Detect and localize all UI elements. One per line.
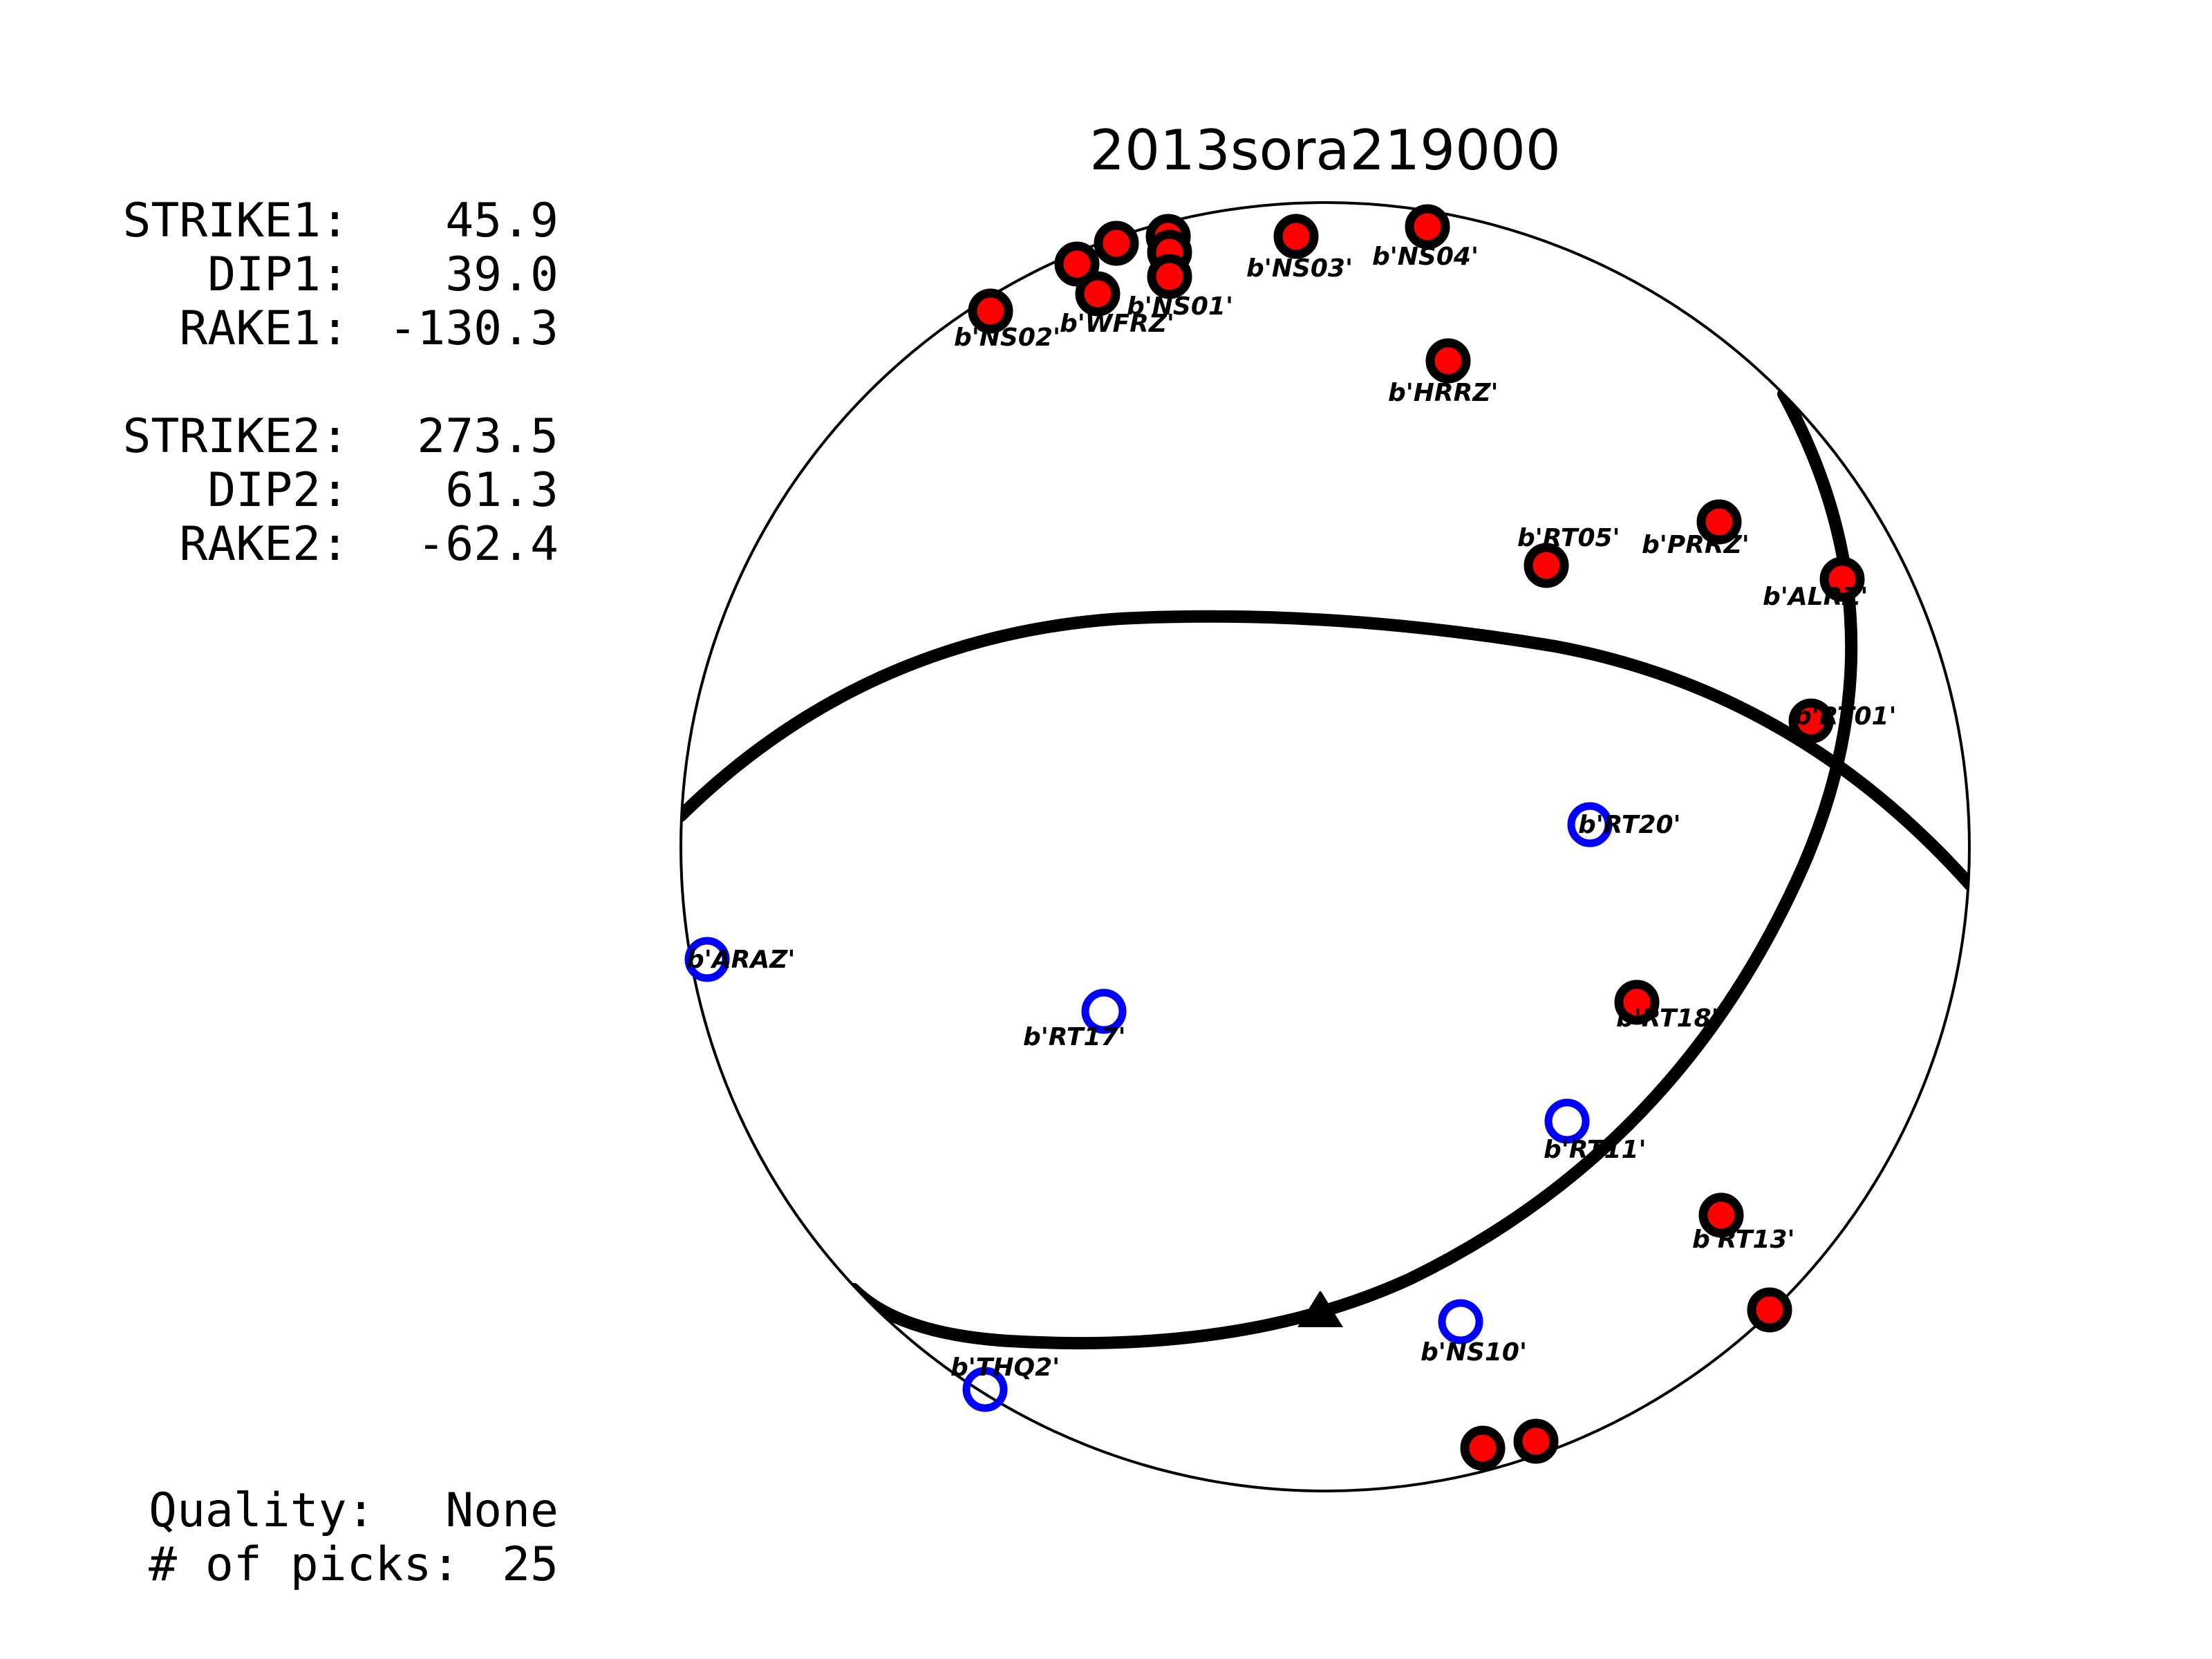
station-marker bbox=[1094, 221, 1139, 266]
station-rt20-label: b'RT20' bbox=[1578, 811, 1681, 839]
station-rt17-label: b'RT17' bbox=[1023, 1023, 1126, 1051]
station-rt11-label: b'RT11' bbox=[1544, 1136, 1647, 1164]
figure-title: 2013sora219000 bbox=[1089, 118, 1561, 182]
station-ns10-marker bbox=[1438, 1299, 1483, 1344]
pressure-axis-marker bbox=[1297, 1291, 1343, 1327]
station-rt11-marker bbox=[1544, 1098, 1590, 1144]
station-thq2-label: b'THQ2' bbox=[950, 1353, 1060, 1382]
station-rt20-marker bbox=[1567, 802, 1613, 847]
station-araz-marker bbox=[684, 937, 730, 982]
station-ns10-label: b'NS10' bbox=[1421, 1338, 1527, 1367]
dip1-value: 39.0 bbox=[445, 247, 559, 302]
strike1-value: 45.9 bbox=[445, 194, 559, 248]
station-rt13-label: b'RT13' bbox=[1692, 1226, 1795, 1254]
stereonet: b'NS02' b'WFRZ' b'NS01' b'NS03' b'NS04' … bbox=[679, 201, 1971, 1492]
station-wfrz-marker bbox=[1075, 271, 1121, 317]
quality-block: Quality: None # of picks: 25 bbox=[149, 1483, 559, 1592]
station-alrz-label: b'ALRZ' bbox=[1763, 583, 1868, 611]
station-marker bbox=[1513, 1418, 1559, 1464]
rake2-value: -62.4 bbox=[417, 517, 559, 572]
stereonet-outline bbox=[679, 201, 1971, 1492]
station-prrz-marker bbox=[1696, 499, 1742, 545]
quality-label: Quality: bbox=[149, 1483, 375, 1538]
station-ns02-label: b'NS02' bbox=[954, 324, 1060, 352]
station-alrz-marker bbox=[1819, 556, 1865, 602]
strike2-label: STRIKE2: bbox=[122, 409, 349, 464]
station-rt05-marker bbox=[1524, 543, 1569, 588]
nodal-plane-1 bbox=[847, 388, 1858, 1350]
station-ns03-label: b'NS03' bbox=[1246, 254, 1353, 283]
station-marker bbox=[1460, 1425, 1506, 1471]
picks-label: # of picks: bbox=[149, 1537, 460, 1592]
strike1-label: STRIKE1: bbox=[122, 194, 349, 248]
station-thq2-marker bbox=[962, 1367, 1008, 1412]
dip2-value: 61.3 bbox=[445, 463, 559, 518]
station-rt01-marker bbox=[1788, 698, 1834, 744]
station-rt01-label: b'RT01' bbox=[1794, 702, 1897, 731]
station-rt18-marker bbox=[1614, 980, 1660, 1025]
station-araz-label: b'ARAZ' bbox=[686, 946, 795, 974]
station-marker bbox=[1747, 1287, 1792, 1333]
station-rt05-label: b'RT05' bbox=[1517, 524, 1620, 552]
parameter-block: STRIKE1: 45.9 DIP1: 39.0 RAKE1: -130.3 S… bbox=[122, 194, 559, 572]
station-wfrz-label: b'WFRZ' bbox=[1060, 310, 1174, 338]
station-labels: b'NS02' b'WFRZ' b'NS01' b'NS03' b'NS04' … bbox=[686, 243, 1897, 1382]
rake2-label: RAKE2: bbox=[179, 517, 349, 572]
quality-value: None bbox=[445, 1483, 559, 1538]
station-ns01-marker bbox=[1147, 254, 1192, 299]
station-rt17-marker bbox=[1081, 988, 1127, 1034]
station-hrrz-marker bbox=[1425, 338, 1471, 384]
station-ns02-marker bbox=[968, 288, 1013, 334]
nodal-planes bbox=[681, 388, 1969, 1350]
picks-value: 25 bbox=[502, 1537, 559, 1592]
rake1-value: -130.3 bbox=[388, 301, 559, 356]
strike2-value: 273.5 bbox=[417, 409, 559, 464]
dip1-label: DIP1: bbox=[207, 247, 349, 302]
station-rt13-marker bbox=[1698, 1192, 1744, 1238]
station-ns04-label: b'NS04' bbox=[1372, 243, 1479, 271]
station-markers bbox=[684, 204, 1865, 1471]
station-ns04-marker bbox=[1405, 204, 1450, 250]
station-hrrz-label: b'HRRZ' bbox=[1388, 379, 1499, 407]
rake1-label: RAKE1: bbox=[179, 301, 349, 356]
station-ns01-label: b'NS01' bbox=[1127, 292, 1233, 321]
station-rt18-label: b'RT18' bbox=[1616, 1004, 1719, 1033]
station-ns03-marker bbox=[1273, 214, 1319, 259]
nodal-plane-2 bbox=[681, 610, 1969, 891]
station-prrz-label: b'PRRZ' bbox=[1642, 531, 1750, 559]
station-marker bbox=[1054, 241, 1100, 287]
dip2-label: DIP2: bbox=[207, 463, 349, 518]
